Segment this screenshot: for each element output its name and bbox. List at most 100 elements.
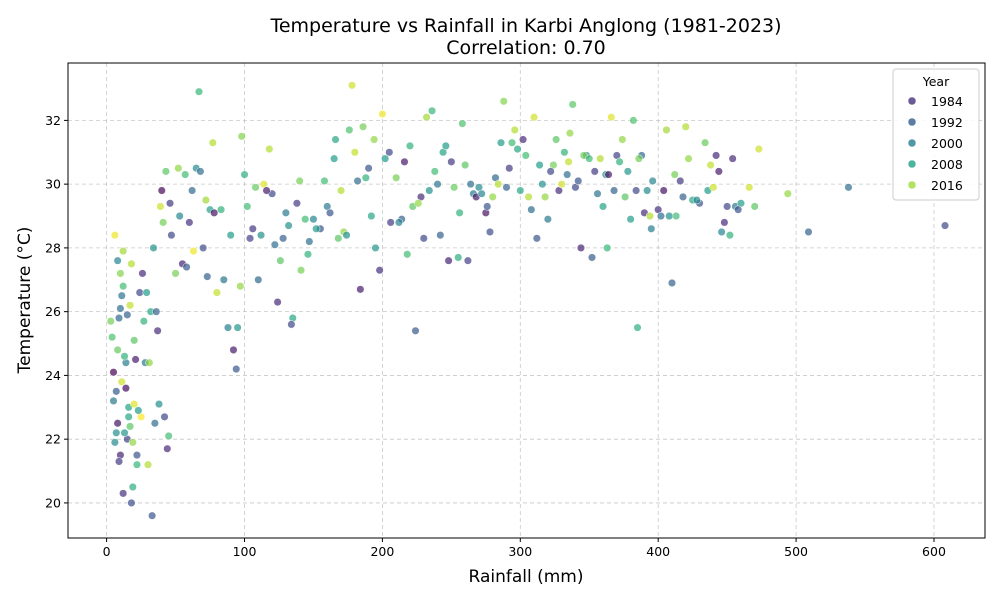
data-point [634, 154, 643, 163]
data-point [458, 119, 467, 128]
data-point [593, 189, 602, 198]
data-point [615, 157, 624, 166]
data-point [436, 231, 445, 240]
data-point [185, 218, 194, 227]
legend-label: 1992 [931, 115, 963, 130]
data-point [543, 215, 552, 224]
data-point [203, 272, 212, 281]
data-point [208, 138, 217, 147]
data-point [312, 224, 321, 233]
plot-area [68, 63, 985, 538]
data-point [189, 247, 198, 256]
data-point [113, 256, 122, 265]
data-point [361, 173, 370, 182]
data-point [485, 227, 495, 237]
data-point [507, 138, 517, 147]
data-point [466, 180, 475, 189]
data-point [120, 428, 129, 437]
data-point [701, 138, 710, 147]
data-point [143, 460, 153, 469]
data-point [305, 237, 314, 246]
data-point [148, 511, 157, 520]
y-tick-label: 32 [45, 113, 61, 128]
data-point [188, 186, 197, 195]
data-point [538, 180, 547, 189]
data-point [331, 135, 340, 144]
data-point [110, 438, 119, 447]
data-point [254, 275, 263, 284]
data-point [546, 167, 555, 176]
data-points [106, 81, 950, 520]
data-point [385, 148, 394, 157]
data-point [279, 234, 288, 243]
data-point [629, 116, 638, 125]
data-point [132, 460, 141, 469]
data-point [665, 211, 674, 221]
data-point [670, 170, 679, 179]
data-point [419, 234, 428, 243]
data-point [287, 320, 296, 329]
data-point [367, 211, 376, 221]
data-point [330, 154, 339, 163]
data-point [119, 282, 128, 291]
data-point [117, 291, 126, 300]
x-axis-ticks: 0 100 200 300 400 500 600 [103, 538, 946, 559]
data-point [681, 122, 690, 131]
data-point [535, 160, 544, 170]
data-point [236, 282, 245, 291]
data-point [175, 211, 184, 221]
data-point [132, 451, 141, 460]
data-point [276, 256, 285, 265]
data-point [120, 352, 129, 361]
data-point [521, 151, 530, 160]
data-point [356, 285, 365, 294]
data-point [201, 196, 210, 205]
x-tick-label: 400 [646, 544, 670, 559]
data-point [623, 167, 632, 176]
data-point [301, 215, 310, 224]
data-point [576, 243, 586, 252]
data-point [596, 154, 605, 163]
data-point [181, 170, 190, 179]
data-point [114, 457, 124, 466]
data-point [156, 202, 165, 211]
data-point [386, 218, 395, 227]
data-point [940, 221, 950, 230]
legend-entries: 1984 1992 2000 2008 2016 [907, 94, 963, 193]
data-point [607, 113, 616, 122]
data-point [427, 106, 437, 115]
data-point [350, 148, 359, 157]
data-point [447, 157, 456, 166]
data-point [400, 157, 409, 166]
data-point [348, 81, 357, 90]
data-point [353, 176, 362, 186]
data-point [127, 498, 136, 507]
data-point [165, 199, 175, 208]
data-point [112, 428, 121, 437]
data-point [121, 384, 130, 393]
data-point [527, 205, 536, 214]
data-point [633, 323, 642, 332]
data-point [604, 170, 613, 179]
data-point [647, 224, 656, 233]
data-point [728, 154, 737, 163]
data-point [359, 122, 368, 131]
data-point [113, 419, 122, 428]
legend-label: 1984 [931, 94, 963, 109]
data-point [116, 269, 125, 278]
data-point [126, 422, 135, 431]
data-point [194, 87, 204, 96]
data-point [643, 186, 652, 195]
data-point [513, 145, 522, 154]
data-point [131, 355, 140, 364]
data-point [199, 243, 208, 252]
data-point [171, 269, 180, 278]
data-point [296, 266, 306, 275]
data-point [783, 189, 792, 198]
legend-label: 2008 [931, 157, 963, 172]
data-point [210, 208, 219, 217]
data-point [734, 205, 743, 214]
data-point [138, 269, 147, 278]
data-point [265, 145, 274, 154]
data-point [123, 310, 132, 319]
